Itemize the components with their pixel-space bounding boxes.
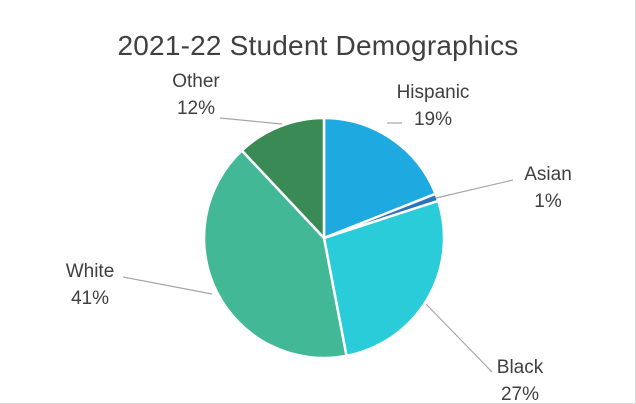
labels-layer: Hispanic 19% Asian 1% Black 27% White 41% Other 1… xyxy=(66,71,572,404)
pie-slice-white xyxy=(202,149,348,360)
chart-title: 2021-22 Student Demographics xyxy=(117,30,519,61)
leader-line-other xyxy=(219,117,283,125)
pie-slice-other xyxy=(240,116,326,240)
slice-value-black: 27% xyxy=(501,384,539,404)
slice-label-black: Black xyxy=(497,357,544,378)
slice-value-other: 12% xyxy=(177,98,215,119)
slice-value-hispanic: 19% xyxy=(414,109,452,130)
slice-label-asian: Asian xyxy=(524,164,572,185)
slice-value-white: 41% xyxy=(71,288,109,309)
leader-lines-layer xyxy=(122,117,514,373)
pie-slice-hispanic xyxy=(322,116,437,240)
leader-line-black xyxy=(425,303,493,373)
slice-label-other: Other xyxy=(172,71,220,92)
slice-label-hispanic: Hispanic xyxy=(397,82,470,103)
leader-line-asian xyxy=(435,179,514,199)
slice-value-asian: 1% xyxy=(534,191,562,212)
slices-layer xyxy=(202,116,446,360)
slice-label-white: White xyxy=(66,261,115,282)
leader-line-white xyxy=(122,276,213,295)
pie-slice-black xyxy=(322,199,446,358)
